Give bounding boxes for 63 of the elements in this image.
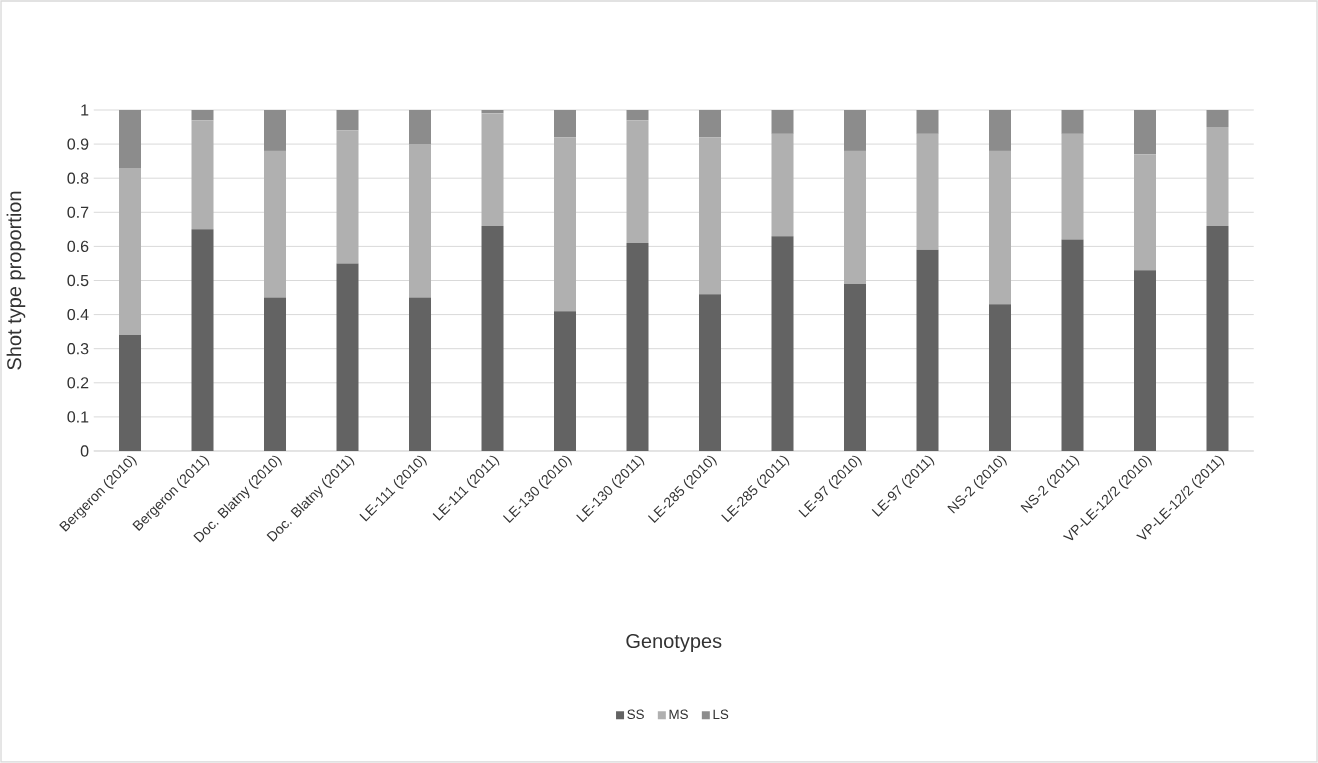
bar [481, 225, 504, 451]
bar [844, 150, 867, 284]
bar [1134, 154, 1156, 271]
y-tick-label: 0 [80, 445, 89, 457]
bar [336, 109, 359, 131]
bar [771, 109, 794, 134]
bar [554, 311, 577, 451]
bar [481, 113, 504, 226]
y-tick-label: 1 [81, 104, 89, 116]
bar [409, 144, 432, 298]
bar [554, 109, 577, 138]
bar [1061, 109, 1084, 134]
y-tick-label: 0.2 [67, 377, 89, 389]
bar [916, 109, 939, 134]
bar [916, 133, 939, 250]
bar [191, 109, 214, 121]
bar [844, 283, 867, 451]
bar [119, 167, 142, 336]
bar [989, 109, 1011, 151]
bar [1206, 225, 1229, 451]
bar [989, 304, 1011, 451]
bar [409, 297, 432, 451]
legend-label: MS [669, 709, 688, 720]
bar [1206, 109, 1229, 128]
bar [989, 150, 1011, 305]
legend-label: SS [627, 709, 644, 720]
y-tick-label: 0.8 [67, 172, 89, 184]
bar [119, 335, 142, 451]
y-tick-label: 0.4 [67, 308, 89, 321]
bar [916, 249, 939, 451]
bar [626, 109, 649, 121]
y-tick-label: 0.9 [67, 138, 89, 150]
bar [626, 242, 649, 451]
bar [771, 133, 794, 237]
bar [264, 297, 287, 451]
bar [191, 120, 214, 230]
bar [264, 150, 287, 298]
bar [771, 236, 794, 451]
bar [1134, 109, 1156, 155]
bar [119, 109, 142, 168]
bar [626, 120, 649, 243]
y-tick-label: 0.5 [67, 274, 89, 287]
bar [409, 109, 432, 145]
bar [699, 109, 721, 138]
bar [191, 229, 214, 451]
bar [554, 137, 577, 312]
bar [336, 263, 359, 451]
legend-label: LS [713, 709, 729, 720]
bar [336, 130, 359, 264]
y-tick-label: 0.6 [67, 240, 89, 253]
bar [699, 294, 721, 451]
bar [264, 109, 287, 151]
y-tick-label: 0.1 [67, 411, 89, 423]
bar [844, 109, 867, 151]
bar [1061, 239, 1084, 451]
bar [699, 137, 721, 295]
y-tick-label: 0.7 [67, 206, 89, 218]
bar [1134, 270, 1156, 451]
y-axis-title: Shot type proportion [6, 191, 26, 370]
x-axis-title: Genotypes [626, 633, 722, 653]
bar [1206, 127, 1229, 226]
y-tick-label: 0.3 [67, 343, 89, 355]
bar [1061, 133, 1084, 240]
